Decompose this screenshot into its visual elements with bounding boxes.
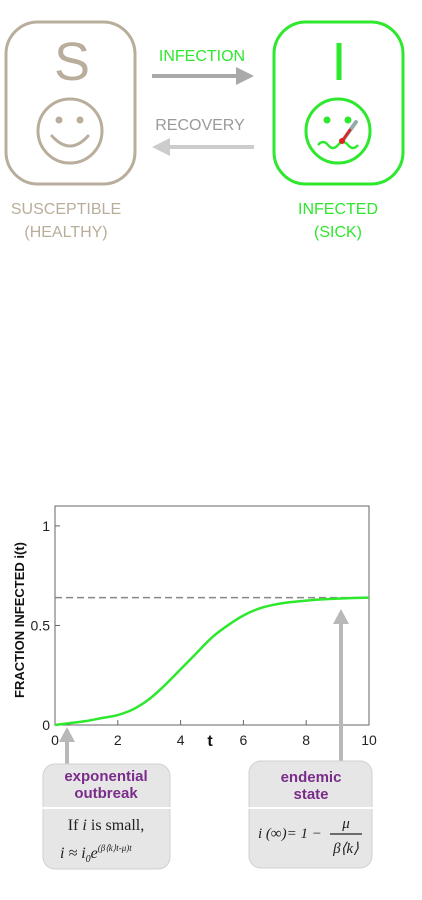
endemic-title-2: state [293, 786, 328, 803]
x-tick-label: 2 [114, 732, 122, 748]
x-tick-label: 4 [177, 732, 185, 748]
endemic-formula-numerator: μ [341, 816, 350, 832]
infected-sublabel: (SICK) [314, 224, 362, 241]
susceptible-letter: S [54, 32, 90, 92]
x-axis: 0 2 4 6 8 10 [51, 720, 377, 748]
y-axis-label: FRACTION INFECTED i(t) [12, 542, 27, 698]
exponential-title-2: outbreak [74, 785, 138, 802]
endemic-formula-denominator: β⟨k⟩ [332, 841, 359, 857]
y-tick-label: 0 [42, 717, 50, 733]
infected-state: I INFECTED (SICK) [272, 20, 405, 241]
infection-label: INFECTION [159, 48, 245, 65]
sick-face-icon [304, 97, 372, 165]
endemic-formula-lhs: i (∞)= 1 − [258, 826, 322, 842]
susceptible-state: S SUSCEPTIBLE (HEALTHY) [4, 20, 137, 241]
y-tick-label: 1 [42, 518, 50, 534]
endemic-title-1: endemic [281, 769, 342, 786]
x-tick-label: 6 [240, 732, 248, 748]
infected-fraction-curve [54, 596, 370, 727]
happy-face-icon [36, 97, 104, 165]
recovery-label: RECOVERY [155, 117, 245, 134]
x-tick-label: 8 [302, 732, 310, 748]
exponential-formula: i ≈ i0e(β⟨k⟩t-μ)t [60, 843, 132, 865]
exponential-title-1: exponential [64, 768, 147, 785]
fraction-infected-chart: 00.51 0 2 4 6 8 10 FRACTION INFECTED i(t) t [12, 505, 377, 750]
susceptible-box [4, 20, 137, 186]
exponential-pointer [59, 727, 75, 765]
infected-letter: I [331, 32, 346, 92]
susceptible-sublabel: (HEALTHY) [24, 224, 107, 241]
infected-label: INFECTED [298, 201, 378, 218]
exponential-outbreak-callout: exponential outbreak If i is small, i ≈ … [33, 763, 178, 870]
y-tick-label: 0.5 [31, 617, 51, 633]
plot-frame [54, 505, 370, 726]
thermometer-icon [339, 120, 358, 144]
x-axis-label: t [207, 733, 213, 750]
susceptible-label: SUSCEPTIBLE [11, 201, 121, 218]
x-tick-label: 10 [361, 732, 377, 748]
y-axis: 00.51 [31, 518, 60, 733]
endemic-state-callout: endemic state i (∞)= 1 − μ β⟨k⟩ [238, 760, 378, 869]
infection-arrow: INFECTION [152, 48, 254, 85]
x-tick-label: 0 [51, 732, 59, 748]
recovery-arrow: RECOVERY [152, 117, 254, 156]
infected-box [272, 20, 405, 186]
exponential-condition: If i is small, [68, 817, 144, 834]
endemic-pointer [333, 609, 349, 765]
